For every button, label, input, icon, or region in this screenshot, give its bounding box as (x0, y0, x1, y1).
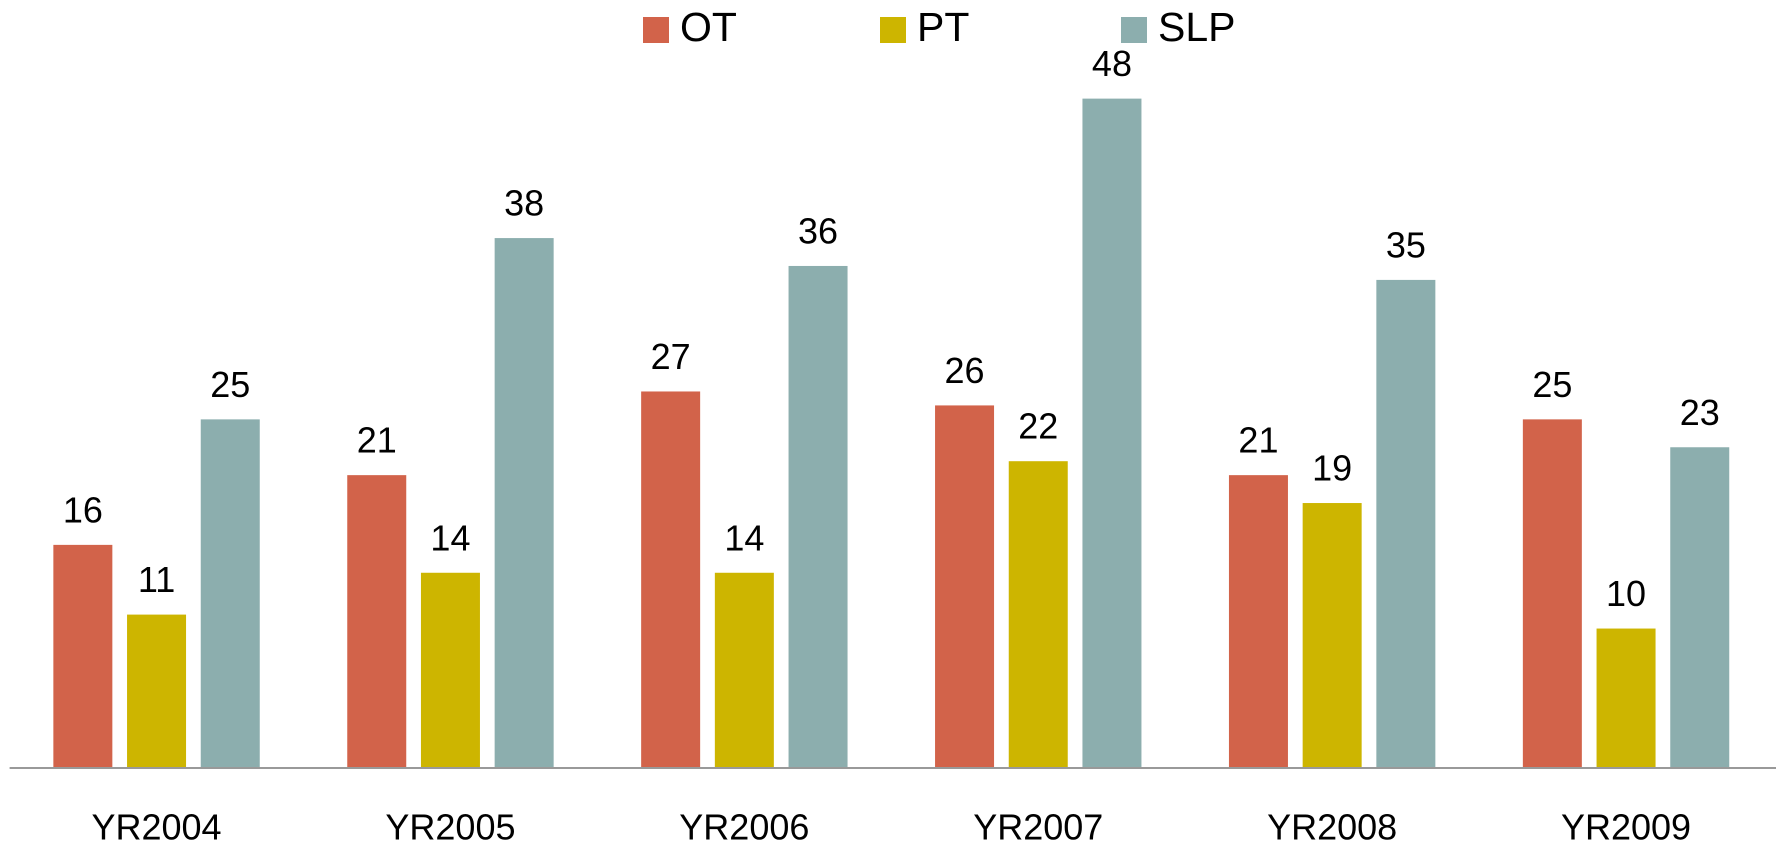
value-label: 25 (210, 364, 250, 405)
value-label: 25 (1532, 364, 1572, 405)
x-tick-label: YR2006 (679, 807, 809, 848)
bar (1008, 461, 1068, 768)
legend-swatch (1121, 17, 1147, 43)
value-label: 26 (945, 350, 985, 391)
bar (1596, 628, 1656, 768)
x-tick-label: YR2004 (91, 807, 221, 848)
bar (935, 405, 995, 768)
bar (127, 614, 187, 768)
value-label: 36 (798, 210, 838, 251)
value-label: 22 (1018, 406, 1058, 447)
value-label: 10 (1606, 573, 1646, 614)
value-label: 14 (724, 517, 764, 558)
bar (641, 391, 701, 768)
bar (1302, 503, 1362, 768)
legend-label: PT (917, 4, 969, 50)
value-label: 27 (651, 336, 691, 377)
value-label: 23 (1680, 392, 1720, 433)
bar (53, 544, 113, 768)
value-label: 11 (138, 559, 175, 600)
bar (1082, 98, 1142, 769)
legend-swatch (880, 17, 906, 43)
value-label: 21 (1238, 420, 1278, 461)
legend-label: SLP (1158, 4, 1236, 50)
x-tick-label: YR2009 (1561, 807, 1691, 848)
bar (200, 419, 260, 768)
bar (347, 475, 407, 768)
value-label: 48 (1092, 43, 1132, 84)
legend-swatch (643, 17, 669, 43)
legend-label: OT (680, 4, 737, 50)
x-tick-label: YR2007 (973, 807, 1103, 848)
bar (494, 238, 554, 768)
bar (714, 572, 774, 768)
bar (1228, 475, 1288, 768)
value-label: 35 (1386, 224, 1426, 265)
value-label: 38 (504, 183, 544, 224)
x-tick-label: YR2008 (1267, 807, 1397, 848)
bar (1522, 419, 1582, 768)
bar (788, 265, 848, 768)
value-label: 21 (357, 420, 397, 461)
value-label: 19 (1312, 448, 1352, 489)
bar (1670, 447, 1730, 768)
bar (1376, 279, 1436, 768)
x-tick-label: YR2005 (385, 807, 515, 848)
bar (420, 572, 480, 768)
value-label: 16 (63, 489, 103, 530)
value-label: 14 (430, 517, 470, 558)
